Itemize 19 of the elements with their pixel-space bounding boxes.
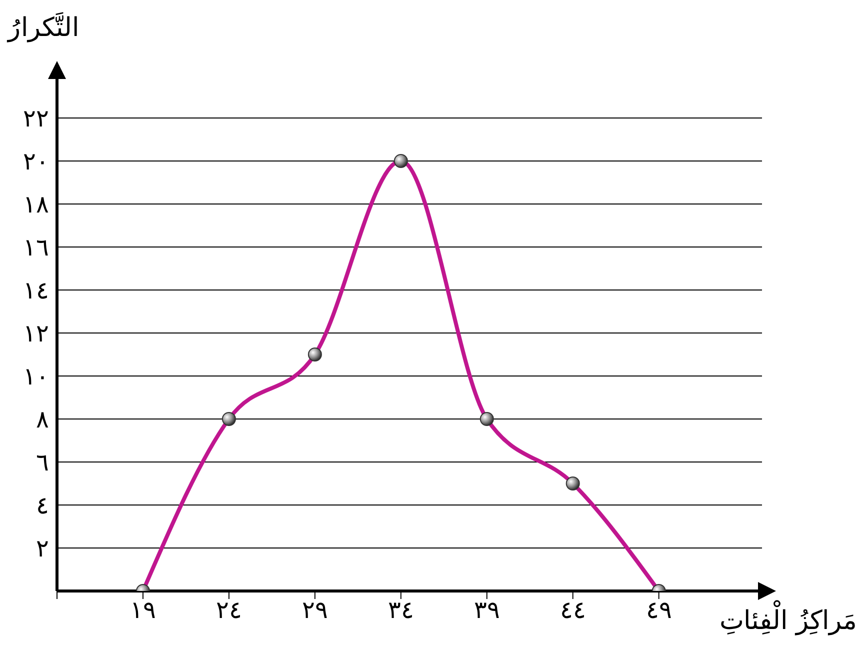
y-tick-label: ٢	[36, 534, 49, 563]
y-tick-label: ٦	[36, 448, 49, 477]
y-tick-label: ٨	[36, 406, 49, 434]
x-tick-label: ١٩	[130, 596, 156, 624]
y-tick-label: ١٨	[23, 190, 49, 219]
y-tick-label: ١٤	[23, 276, 49, 305]
x-tick-label: ٣٩	[474, 596, 500, 624]
y-tick-label: ٢٢	[23, 104, 49, 133]
y-axis-title: التَّكرارُ	[8, 12, 79, 43]
y-tick-label: ١٢	[23, 320, 49, 348]
y-tick-label: ١٠	[23, 362, 49, 391]
x-tick-label: ٤٩	[646, 596, 672, 624]
y-tick-label: ٤	[36, 492, 49, 520]
x-tick-label: ٢٩	[302, 596, 328, 624]
y-tick-label: ١٦	[23, 234, 49, 262]
x-tick-label: ٢٤	[216, 596, 242, 624]
x-tick-label: ٤٤	[560, 596, 586, 624]
x-tick-label: ٣٤	[388, 596, 414, 624]
y-tick-label: ٢٠	[23, 148, 49, 176]
